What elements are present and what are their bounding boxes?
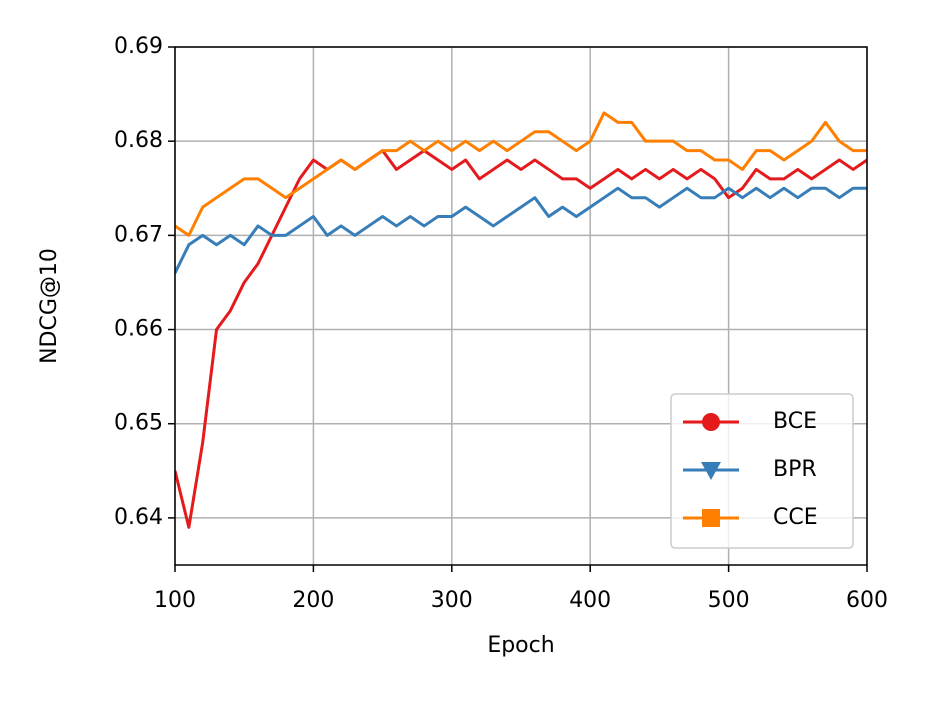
x-tick-label: 100 (154, 588, 196, 613)
x-tick-label: 600 (846, 588, 888, 613)
legend-marker (702, 509, 720, 527)
x-tick-label: 200 (292, 588, 334, 613)
y-tick-label: 0.68 (114, 128, 163, 153)
plot-frame (174, 46, 868, 566)
y-tick-label: 0.64 (114, 505, 163, 530)
y-axis-label: NDCG@10 (37, 248, 62, 364)
series-line (175, 186, 867, 274)
legend-marker (702, 413, 720, 431)
x-tick-label: 300 (431, 588, 473, 613)
y-tick-label: 0.65 (114, 411, 163, 436)
series-line (175, 111, 867, 237)
x-tick-label: 500 (708, 588, 750, 613)
legend-label: CCE (773, 505, 818, 530)
x-axis-label: Epoch (487, 633, 554, 658)
x-tick-label: 400 (569, 588, 611, 613)
y-tick-label: 0.67 (114, 222, 163, 247)
series-line (175, 149, 867, 529)
legend-label: BPR (773, 457, 817, 482)
legend: BCE BPR CCE (670, 393, 854, 549)
legend-label: BCE (773, 409, 817, 434)
y-tick-label: 0.69 (114, 34, 163, 59)
y-tick-label: 0.66 (114, 317, 163, 342)
legend-marker (701, 462, 721, 480)
